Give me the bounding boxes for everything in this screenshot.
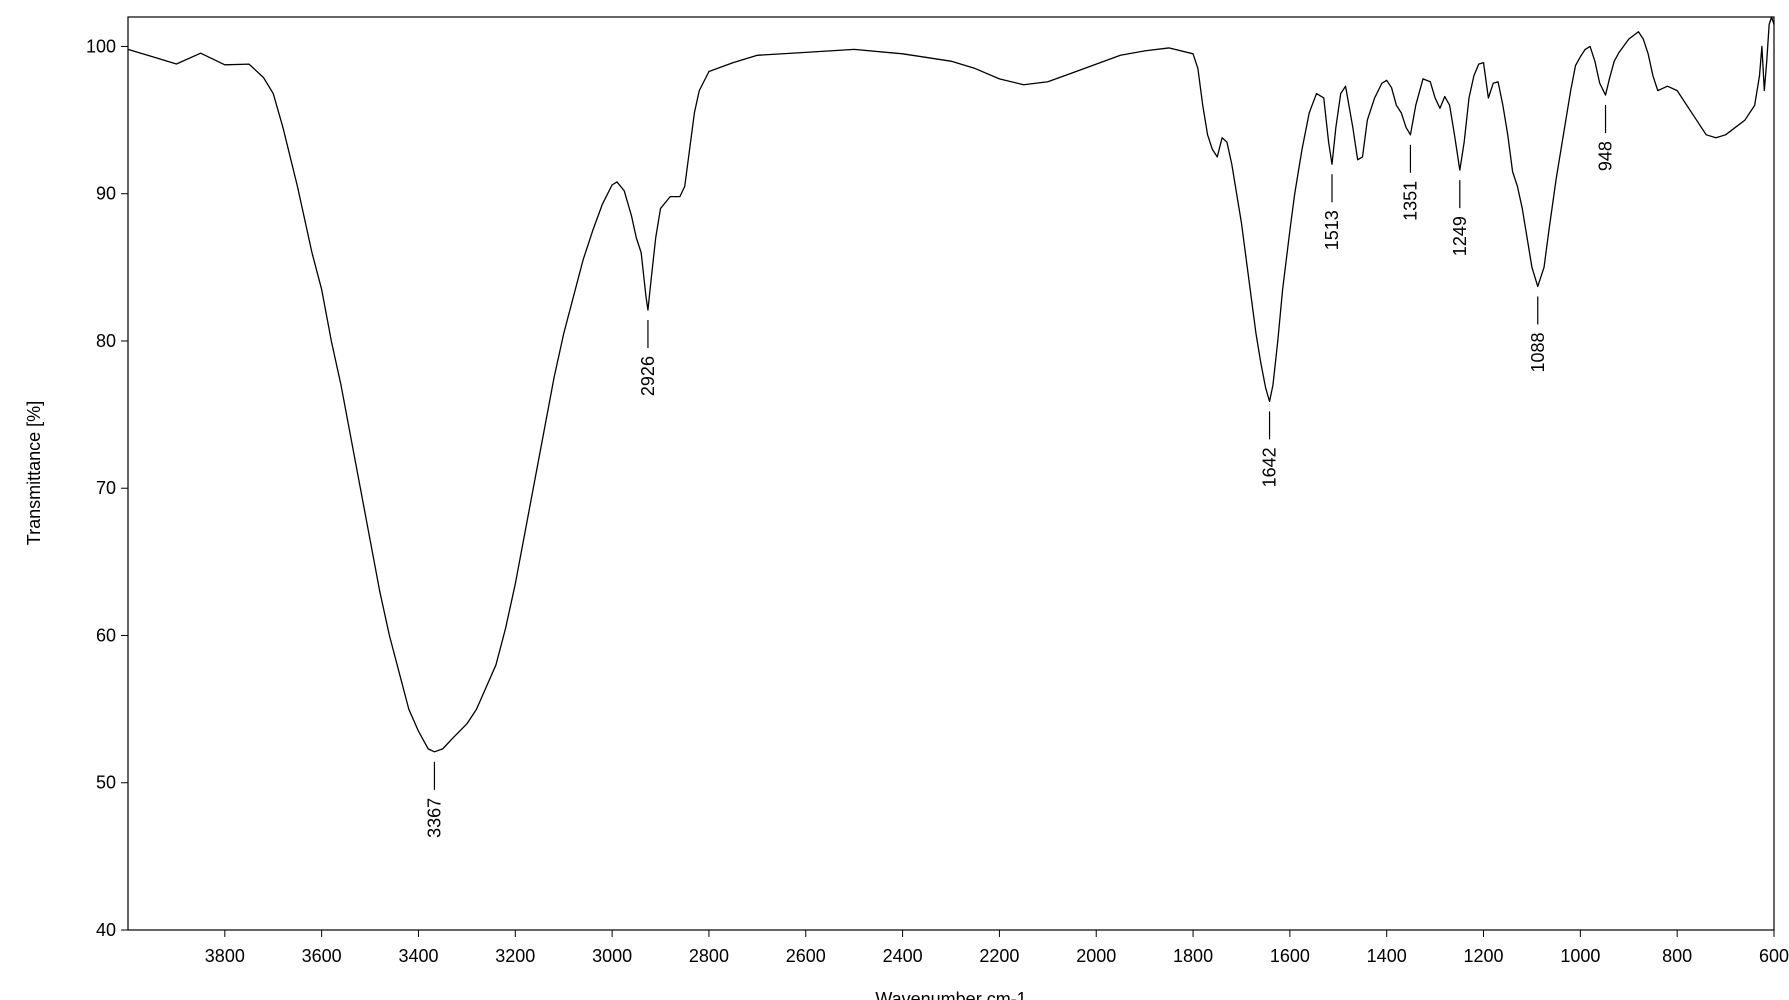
peak-annotations: 3367 2926 1642 1513 1351 1249 1088 948 xyxy=(424,105,1616,838)
x-tick-label: 1800 xyxy=(1173,946,1213,966)
plot-area xyxy=(127,16,1775,931)
peak-label: 1351 xyxy=(1400,181,1420,221)
x-tick-label: 2400 xyxy=(883,946,923,966)
x-tick-label: 3600 xyxy=(302,946,342,966)
y-axis-label: Transmittance [%] xyxy=(24,401,44,545)
x-tick-label: 3000 xyxy=(592,946,632,966)
x-axis: 3800 3600 3400 3200 3000 2800 2600 2400 2200 2000… xyxy=(205,930,1789,966)
x-tick-label: 1600 xyxy=(1270,946,1310,966)
transmittance-line xyxy=(127,16,1775,753)
x-tick-label: 1000 xyxy=(1560,946,1600,966)
peak-label: 1642 xyxy=(1260,447,1280,487)
x-axis-label: Wavenumber cm-1 xyxy=(875,989,1026,1000)
x-tick-label: 3200 xyxy=(495,946,535,966)
x-tick-label: 2800 xyxy=(689,946,729,966)
x-tick-label: 3800 xyxy=(205,946,245,966)
y-tick-label: 100 xyxy=(86,36,116,56)
x-tick-label: 2600 xyxy=(786,946,826,966)
x-tick-label: 2200 xyxy=(979,946,1019,966)
x-tick-label: 600 xyxy=(1759,946,1789,966)
y-tick-label: 90 xyxy=(96,184,116,204)
y-axis: 40 50 60 70 80 90 100 xyxy=(86,36,128,940)
peak-label: 2926 xyxy=(638,356,658,396)
x-tick-label: 2000 xyxy=(1076,946,1116,966)
x-tick-label: 800 xyxy=(1662,946,1692,966)
y-tick-label: 40 xyxy=(96,920,116,940)
x-tick-label: 1400 xyxy=(1367,946,1407,966)
peak-label: 1513 xyxy=(1322,210,1342,250)
peak-label: 948 xyxy=(1596,141,1616,171)
x-tick-label: 1200 xyxy=(1464,946,1504,966)
y-tick-label: 80 xyxy=(96,331,116,351)
peak-label: 3367 xyxy=(424,798,444,838)
peak-label: 1088 xyxy=(1528,332,1548,372)
peak-label: 1249 xyxy=(1450,216,1470,256)
y-tick-label: 60 xyxy=(96,625,116,645)
y-tick-label: 70 xyxy=(96,478,116,498)
y-tick-label: 50 xyxy=(96,773,116,793)
x-tick-label: 3400 xyxy=(398,946,438,966)
